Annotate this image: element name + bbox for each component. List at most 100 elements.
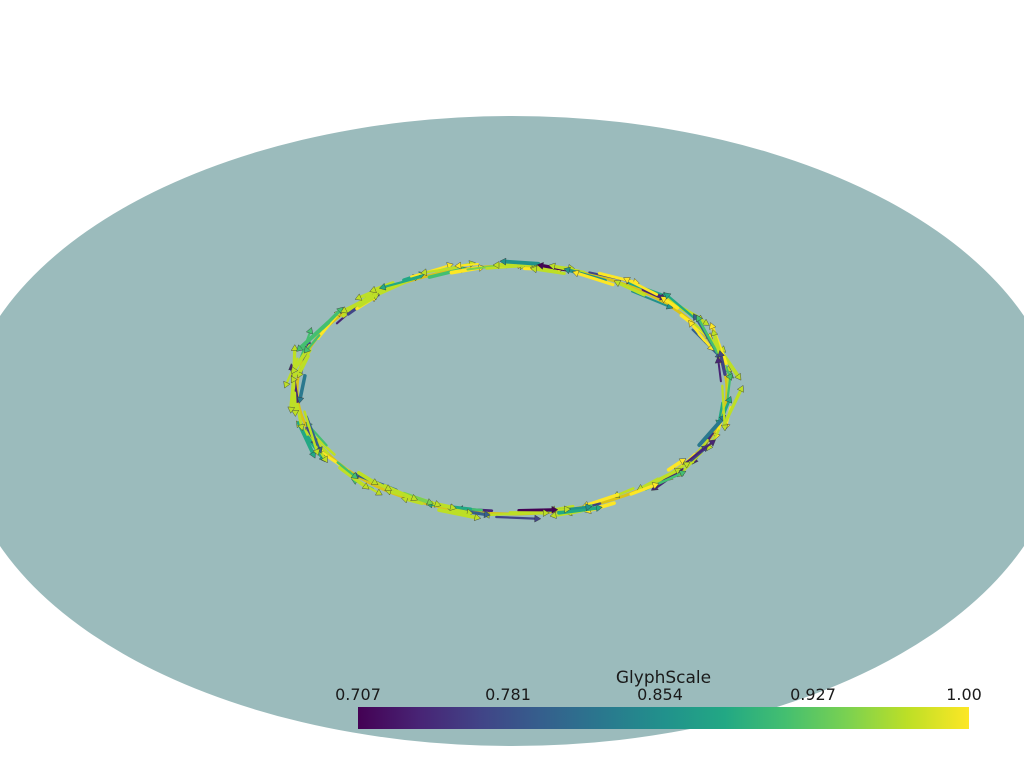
arrow-head	[361, 482, 370, 490]
arrow-head	[287, 406, 296, 414]
arrow-glyph	[306, 334, 321, 350]
arrow-glyph	[402, 273, 422, 283]
arrow-head	[534, 514, 542, 523]
arrow-head	[660, 296, 668, 304]
arrow-head	[449, 503, 457, 511]
arrow-head	[283, 380, 291, 389]
arrow-head	[420, 268, 428, 277]
arrow-glyph	[437, 508, 477, 520]
arrow-head	[426, 498, 434, 506]
arrow-head	[696, 314, 703, 323]
arrow-head	[548, 262, 556, 271]
arrow-head	[473, 513, 482, 522]
arrow-head	[312, 448, 321, 456]
arrow-head	[734, 372, 742, 381]
arrow-glyph	[298, 320, 331, 350]
arrow-head	[613, 279, 622, 288]
arrow-head	[296, 396, 305, 404]
arrow-head	[433, 500, 442, 508]
arrow-glyph	[586, 493, 620, 507]
arrow-head	[305, 327, 314, 335]
arrow-head	[702, 318, 710, 326]
arrow-glyph	[627, 279, 659, 296]
arrow-head	[725, 395, 733, 404]
arrow-head	[291, 375, 298, 384]
arrow-head	[551, 505, 559, 514]
arrow-glyph	[303, 410, 318, 452]
arrow-glyph	[405, 498, 424, 506]
arrow-head	[688, 320, 696, 328]
arrow-glyph	[721, 384, 726, 427]
arrow-head	[369, 285, 377, 294]
arrow-head	[483, 510, 491, 519]
arrow-head	[736, 385, 744, 393]
arrow-glyph	[617, 281, 646, 297]
scalar-bar-tick: 0.927	[790, 685, 836, 704]
arrow-head	[375, 488, 383, 496]
scalar-bar-tick: 0.707	[335, 685, 381, 704]
arrow-head	[536, 262, 544, 270]
arrow-head	[714, 356, 723, 364]
arrow-glyph	[295, 403, 303, 427]
arrow-head	[384, 484, 393, 492]
arrow-glyph	[449, 507, 470, 515]
arrow-head	[492, 261, 500, 269]
arrow-glyph	[650, 469, 678, 485]
arrow-head	[563, 266, 571, 275]
arrow-glyph	[344, 294, 375, 312]
arrow-glyph	[697, 417, 724, 447]
scalar-bar-gradient	[358, 707, 969, 729]
arrow-glyph	[425, 266, 458, 274]
arrow-head	[682, 461, 691, 469]
arrow-glyph	[298, 374, 307, 400]
arrow-head	[370, 478, 379, 485]
scalar-bar: GlyphScale 0.707 0.781 0.854 0.927 1.00	[335, 668, 982, 730]
arrow-glyph	[289, 381, 296, 410]
arrow-head	[350, 471, 359, 479]
arrow-head	[725, 373, 733, 381]
arrow-glyph	[495, 515, 536, 520]
arrow-head	[710, 329, 719, 337]
arrow-head	[303, 345, 312, 354]
arrow-glyph	[535, 267, 566, 275]
arrow-head	[499, 257, 507, 266]
arrow-head	[354, 293, 363, 301]
arrow-head	[717, 350, 725, 358]
arrow-glyph	[682, 442, 712, 466]
arrow-head	[678, 470, 687, 478]
scalar-bar-tick: 0.854	[637, 685, 683, 704]
arrow-head	[320, 455, 328, 464]
arrow-head	[378, 282, 387, 291]
arrow-head	[291, 366, 299, 375]
arrow-glyph	[629, 484, 655, 496]
disk-surface	[0, 116, 1024, 746]
scalar-bar-tick: 1.00	[946, 685, 982, 704]
arrow-glyph	[576, 271, 615, 287]
arrow-glyph	[293, 349, 312, 379]
arrow-head	[651, 482, 660, 490]
arrow-glyph	[719, 354, 727, 376]
arrow-head	[663, 292, 672, 300]
arrow-glyph	[717, 361, 722, 383]
arrow-head	[595, 504, 603, 512]
arrow-head	[623, 277, 631, 284]
arrow-glyph	[292, 391, 297, 413]
arrow-glyph	[503, 259, 541, 266]
arrow-glyph	[459, 263, 479, 267]
arrow-head	[296, 344, 304, 352]
arrow-glyph	[298, 354, 310, 374]
arrow-head	[291, 410, 300, 417]
arrow-head	[297, 423, 305, 432]
arrow-head	[454, 261, 462, 270]
arrow-head	[340, 306, 348, 314]
arrow-head	[572, 269, 580, 278]
arrow-glyph	[698, 318, 719, 354]
arrow-head	[585, 503, 593, 512]
arrow-head	[309, 450, 316, 459]
arrow-head	[542, 509, 550, 517]
scalar-bar-tick: 0.781	[485, 685, 531, 704]
arrow-glyph	[517, 508, 554, 513]
arrow-head	[410, 494, 418, 502]
